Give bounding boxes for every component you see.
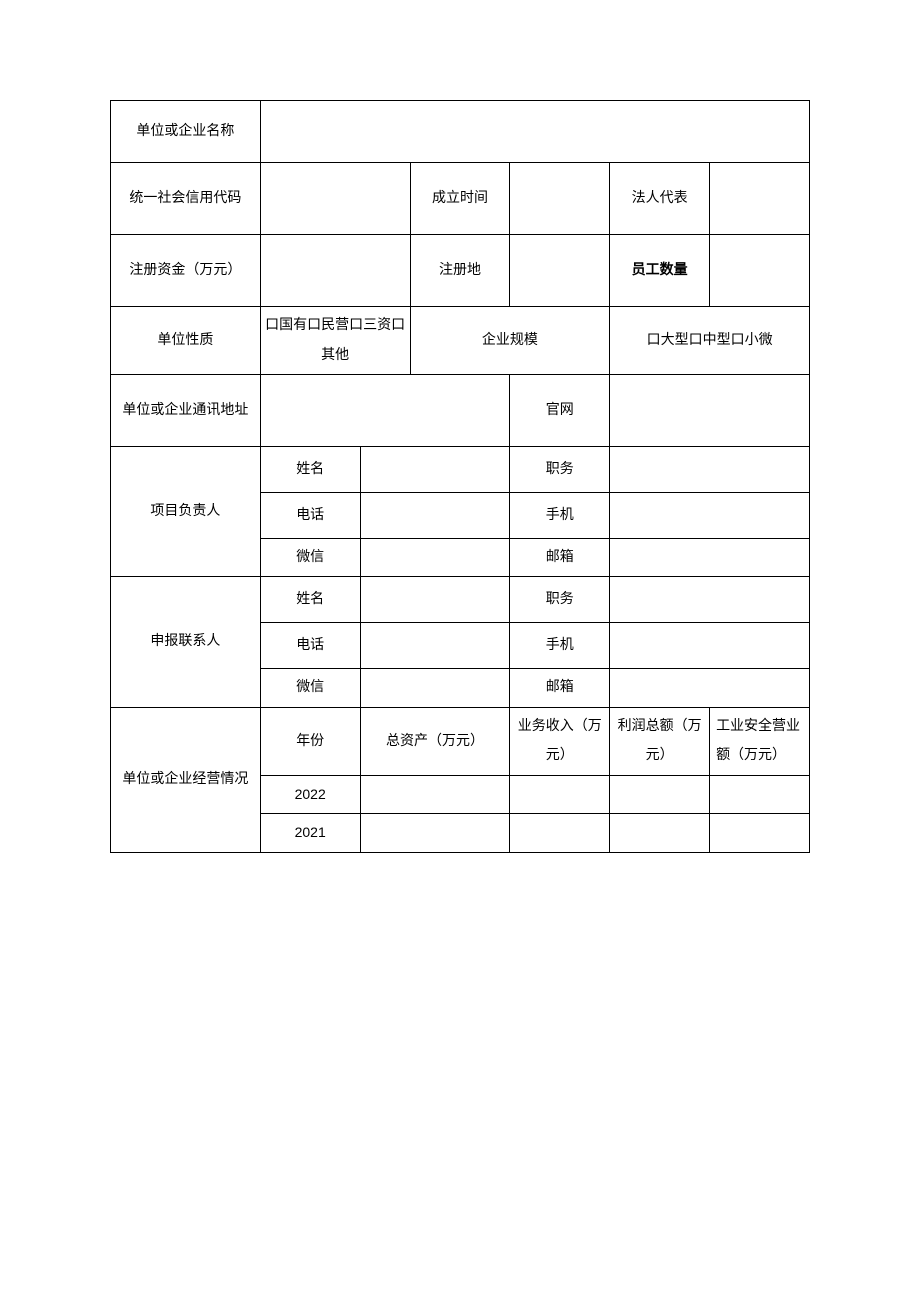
label-pl-phone: 电话 — [260, 493, 360, 539]
fin-header-year: 年份 — [260, 707, 360, 775]
form-table: 单位或企业名称 统一社会信用代码 成立时间 法人代表 注册资金（万元） 注册地 … — [110, 100, 810, 853]
fin-header-revenue: 业务收入（万元） — [510, 707, 610, 775]
options-unit-nature: 口国有口民营口三资口其他 — [260, 307, 410, 375]
fin-revenue-0 — [510, 775, 610, 813]
value-pl-mobile — [610, 493, 810, 539]
label-website: 官网 — [510, 375, 610, 447]
fin-assets-0 — [360, 775, 510, 813]
fin-profit-0 — [610, 775, 710, 813]
value-company-name — [260, 101, 809, 163]
label-establish-date: 成立时间 — [410, 163, 510, 235]
label-mailing-address: 单位或企业通讯地址 — [111, 375, 261, 447]
value-pl-position — [610, 447, 810, 493]
fin-header-profit: 利润总额（万元） — [610, 707, 710, 775]
page-container: 单位或企业名称 统一社会信用代码 成立时间 法人代表 注册资金（万元） 注册地 … — [0, 0, 920, 853]
fin-year-0: 2022 — [260, 775, 360, 813]
value-mailing-address — [260, 375, 510, 447]
value-ap-position — [610, 577, 810, 623]
fin-year-1: 2021 — [260, 814, 360, 852]
fin-header-assets: 总资产（万元） — [360, 707, 510, 775]
label-legal-rep: 法人代表 — [610, 163, 710, 235]
fin-revenue-1 — [510, 814, 610, 852]
label-ap-phone: 电话 — [260, 623, 360, 669]
label-pl-email: 邮箱 — [510, 539, 610, 577]
fin-industrial-1 — [710, 814, 810, 852]
value-pl-email — [610, 539, 810, 577]
fin-assets-1 — [360, 814, 510, 852]
label-employee-count: 员工数量 — [610, 235, 710, 307]
label-pl-mobile: 手机 — [510, 493, 610, 539]
label-ap-position: 职务 — [510, 577, 610, 623]
label-pl-wechat: 微信 — [260, 539, 360, 577]
value-establish-date — [510, 163, 610, 235]
label-enterprise-scale: 企业规模 — [410, 307, 610, 375]
label-company-name: 单位或企业名称 — [111, 101, 261, 163]
value-legal-rep — [710, 163, 810, 235]
label-applicant: 申报联系人 — [111, 577, 261, 707]
value-pl-phone — [360, 493, 510, 539]
label-reg-capital: 注册资金（万元） — [111, 235, 261, 307]
fin-industrial-0 — [710, 775, 810, 813]
value-ap-mobile — [610, 623, 810, 669]
label-pl-name: 姓名 — [260, 447, 360, 493]
label-unit-nature: 单位性质 — [111, 307, 261, 375]
options-enterprise-scale: 口大型口中型口小微 — [610, 307, 810, 375]
value-ap-name — [360, 577, 510, 623]
label-ap-wechat: 微信 — [260, 669, 360, 707]
label-reg-place: 注册地 — [410, 235, 510, 307]
value-credit-code — [260, 163, 410, 235]
value-pl-wechat — [360, 539, 510, 577]
label-financials: 单位或企业经营情况 — [111, 707, 261, 852]
label-ap-name: 姓名 — [260, 577, 360, 623]
fin-header-industrial: 工业安全营业额（万元） — [710, 707, 810, 775]
label-credit-code: 统一社会信用代码 — [111, 163, 261, 235]
label-project-leader: 项目负责人 — [111, 447, 261, 577]
value-ap-phone — [360, 623, 510, 669]
value-reg-place — [510, 235, 610, 307]
label-pl-position: 职务 — [510, 447, 610, 493]
fin-profit-1 — [610, 814, 710, 852]
value-reg-capital — [260, 235, 410, 307]
value-employee-count — [710, 235, 810, 307]
value-ap-email — [610, 669, 810, 707]
value-website — [610, 375, 810, 447]
label-ap-email: 邮箱 — [510, 669, 610, 707]
value-ap-wechat — [360, 669, 510, 707]
value-pl-name — [360, 447, 510, 493]
label-ap-mobile: 手机 — [510, 623, 610, 669]
